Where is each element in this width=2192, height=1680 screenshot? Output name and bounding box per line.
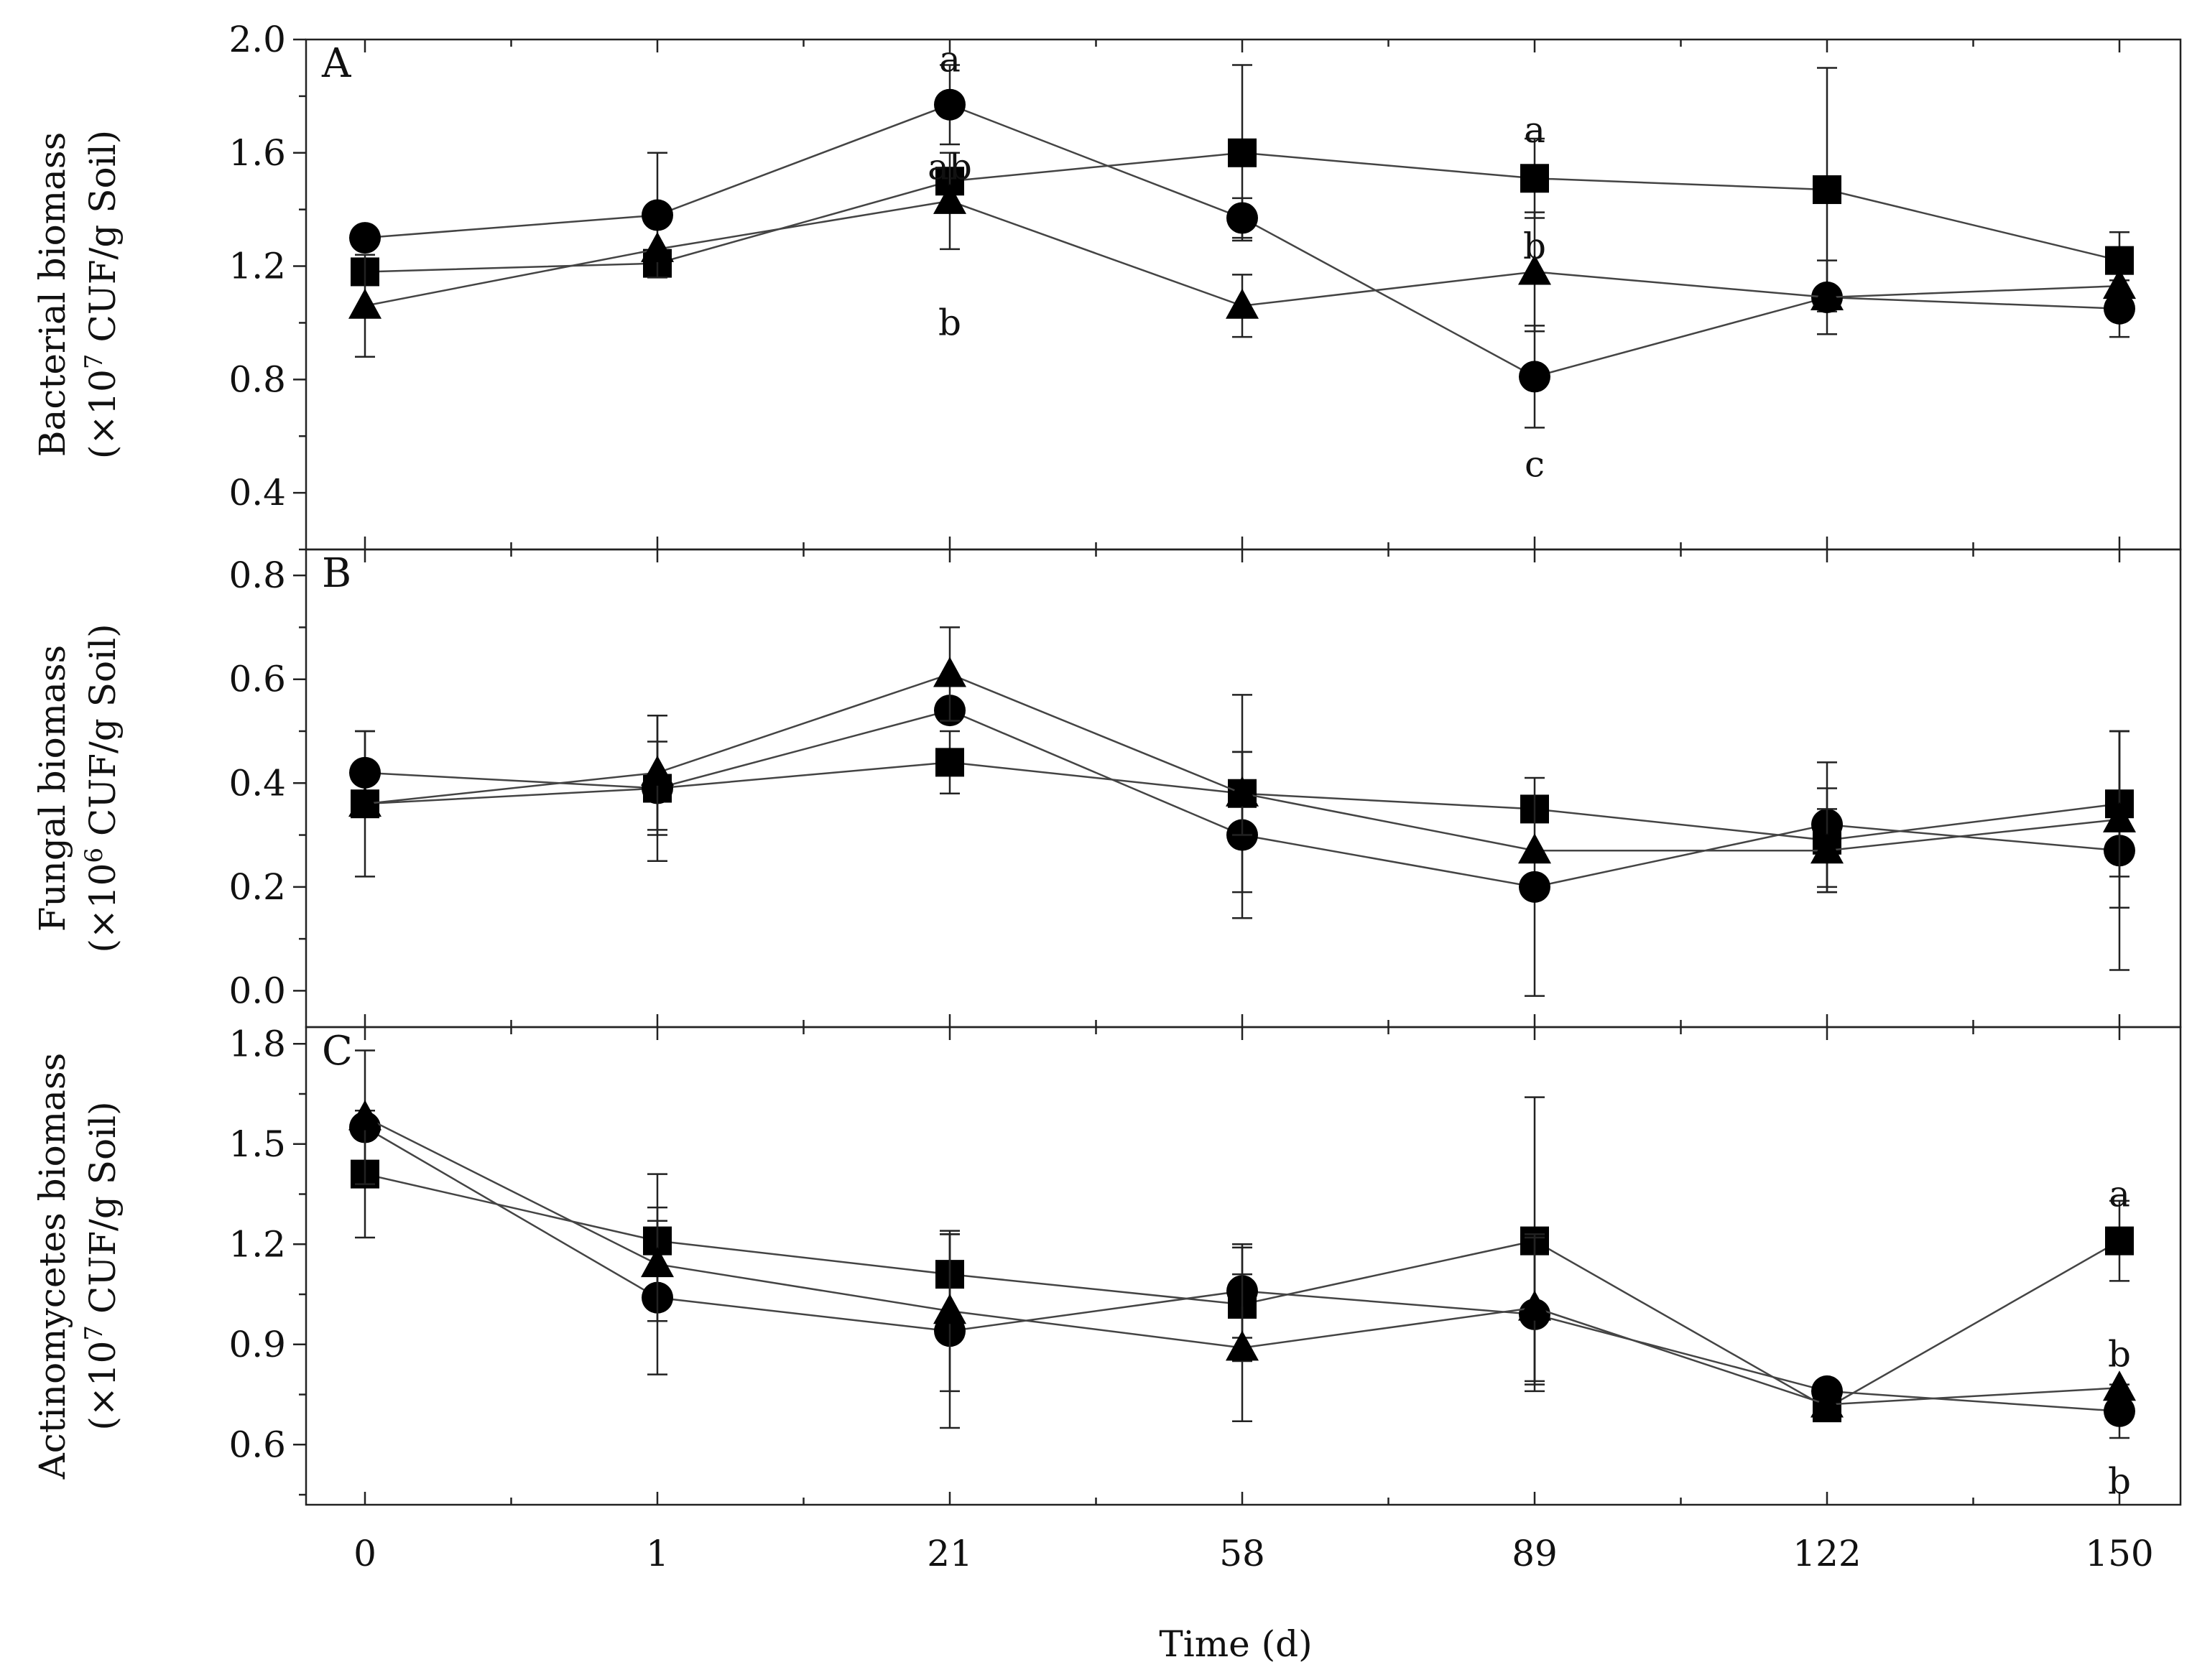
x-tick-label: 89	[1512, 1533, 1558, 1574]
y-tick-label: 0.0	[228, 970, 286, 1011]
data-point-triangle	[1811, 1387, 1844, 1418]
data-point-circle	[642, 199, 673, 231]
y-axis-title-line2: (×107 CUF/g Soil)	[80, 130, 124, 459]
x-tick-label: 150	[2085, 1533, 2153, 1574]
panel-B: 0.0 0.2 0.4 0.6 0.8 B Fungal biomass (×106 CUF/…	[32, 548, 2182, 1029]
x-tick-label: 1	[646, 1533, 669, 1574]
y-tick-label: 1.6	[228, 132, 286, 174]
y-tick-label: 0.6	[228, 659, 286, 700]
data-point-triangle	[2103, 1370, 2136, 1401]
x-axis-title: Time (d)	[1159, 1623, 1312, 1665]
y-axis-title-line1: Bacterial biomass	[32, 132, 73, 457]
panel-C: 0.6 0.9 1.2 1.5 1.8 C Actinomycetes biomass (×1…	[32, 1023, 2182, 1506]
y-title-suffix: CUF/g Soil)	[82, 130, 124, 354]
significance-letter: b	[2108, 1460, 2131, 1502]
data-point-circle	[1226, 202, 1258, 234]
data-point-triangle	[1226, 776, 1259, 807]
significance-letter: ab	[928, 147, 972, 188]
data-point-circle	[349, 222, 381, 254]
panel-C-frame	[305, 1026, 2182, 1506]
y-axis-title-line1: Fungal biomass	[32, 645, 73, 932]
data-point-triangle	[1226, 288, 1259, 319]
y-axis-title-line2: (×107 CUF/g Soil)	[80, 1101, 124, 1430]
data-point-triangle	[348, 288, 381, 319]
data-point-triangle	[641, 1247, 674, 1278]
y-tick-label: 0.4	[228, 472, 286, 514]
data-point-triangle	[1811, 833, 1844, 864]
x-tick-label: 122	[1793, 1533, 1861, 1574]
data-point-triangle	[1226, 1330, 1259, 1361]
data-point-circle	[2104, 292, 2135, 325]
y-tick-label: 0.8	[228, 554, 286, 596]
data-point-square	[2105, 1226, 2134, 1256]
data-point-circle	[349, 756, 381, 789]
significance-letter: b	[938, 302, 961, 343]
significance-letter: a	[2109, 1174, 2130, 1215]
data-point-square	[1520, 164, 1549, 193]
data-point-triangle	[641, 755, 674, 786]
significance-letter: a	[939, 39, 961, 80]
data-point-triangle	[2103, 269, 2136, 300]
data-point-triangle	[933, 1294, 966, 1324]
y-tick-label: 0.6	[228, 1424, 286, 1465]
data-point-triangle	[933, 183, 966, 214]
data-point-triangle	[348, 786, 381, 817]
x-tick-label: 58	[1219, 1533, 1265, 1574]
data-point-triangle	[933, 656, 966, 687]
y-tick-label: 0.8	[228, 358, 286, 400]
x-tick-label: 0	[353, 1533, 376, 1574]
y-title-prefix: (×10	[82, 1341, 124, 1431]
y-tick-label: 1.8	[228, 1023, 286, 1064]
data-point-triangle	[1518, 254, 1551, 285]
data-point-square	[1813, 175, 1841, 205]
x-tick-label: 21	[927, 1533, 973, 1574]
data-point-square	[935, 748, 964, 777]
data-point-triangle	[2103, 802, 2136, 832]
y-title-exponent: 7	[80, 353, 108, 369]
y-title-suffix: CUF/g Soil)	[82, 623, 124, 848]
y-title-exponent: 7	[80, 1325, 108, 1341]
data-point-triangle	[1811, 279, 1844, 310]
data-point-triangle	[641, 231, 674, 262]
data-point-circle	[934, 88, 966, 121]
significance-letter: c	[1525, 444, 1545, 486]
data-point-triangle	[1518, 833, 1551, 864]
data-point-circle	[1519, 871, 1550, 903]
y-title-exponent: 6	[80, 848, 108, 863]
y-tick-label: 1.2	[228, 246, 286, 287]
y-title-prefix: (×10	[82, 369, 124, 459]
data-point-triangle	[1518, 1290, 1551, 1321]
significance-letter: a	[1524, 109, 1545, 151]
y-tick-label: 1.2	[228, 1223, 286, 1265]
y-tick-label: 1.5	[228, 1123, 286, 1165]
data-point-triangle	[348, 1100, 381, 1131]
significance-letter: b	[1523, 226, 1546, 267]
significance-letter: b	[2108, 1334, 2131, 1375]
panel-letter: A	[321, 40, 351, 87]
y-title-suffix: CUF/g Soil)	[82, 1101, 124, 1325]
data-point-circle	[2104, 1395, 2135, 1427]
y-tick-label: 0.9	[228, 1324, 286, 1365]
y-tick-label: 0.4	[228, 762, 286, 804]
panel-letter: B	[322, 550, 351, 597]
y-axis-title-line1: Actinomycetes biomass	[32, 1053, 73, 1480]
panel-A: 0.4 0.8 1.2 1.6 2.0 A Bacterial biomass (×107 C…	[32, 19, 2182, 551]
y-axis-title-line2: (×106 CUF/g Soil)	[80, 623, 124, 952]
y-title-prefix: (×10	[82, 863, 124, 953]
y-tick-label: 2.0	[228, 19, 286, 60]
y-tick-label: 0.2	[228, 866, 286, 908]
data-point-circle	[1519, 361, 1550, 393]
panel-letter: C	[322, 1028, 353, 1075]
data-point-square	[1228, 138, 1257, 167]
